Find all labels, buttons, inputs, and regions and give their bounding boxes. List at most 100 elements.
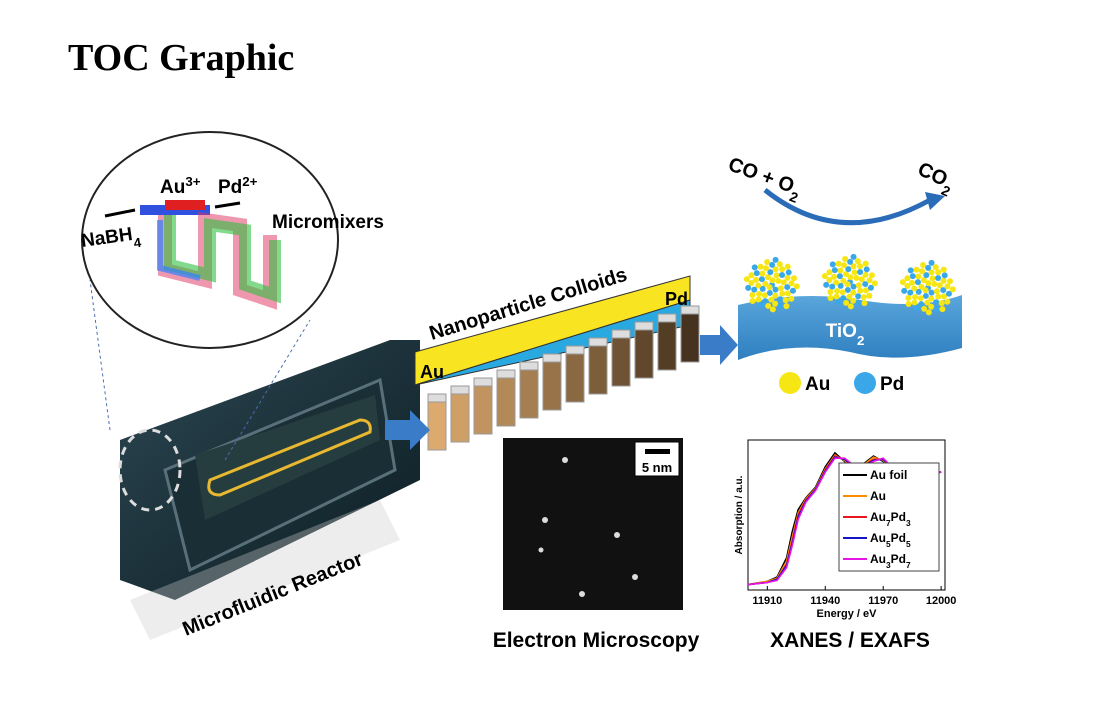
atom (920, 277, 927, 284)
atom (866, 277, 873, 284)
atom (928, 303, 935, 310)
atom (831, 267, 838, 274)
atom (749, 297, 756, 304)
atom (923, 272, 930, 279)
atom (769, 306, 776, 313)
support-label: TiO2 (826, 321, 865, 348)
atom (857, 287, 864, 294)
atom (928, 289, 935, 296)
atom (850, 297, 857, 304)
vial-cap (427, 393, 447, 403)
vial (565, 351, 585, 403)
atom (772, 292, 779, 299)
atom (871, 280, 878, 287)
atom (851, 269, 858, 276)
legend-label: Au (805, 374, 830, 395)
atom (862, 271, 869, 278)
text-part: 5 (886, 539, 891, 549)
atom (844, 286, 851, 293)
atom (935, 293, 942, 300)
atom (764, 274, 771, 281)
vial-cap (450, 385, 470, 395)
legend-label: Au3Pd7 (870, 552, 911, 570)
vial-cap (565, 345, 585, 355)
reactor (89, 279, 420, 640)
atom (855, 282, 862, 289)
text-part: 7 (906, 560, 911, 570)
atom (842, 271, 849, 278)
text-part: Au (160, 177, 185, 198)
atom (827, 289, 834, 296)
atom (784, 290, 791, 297)
vial (588, 343, 608, 395)
atom (766, 289, 773, 296)
atom (758, 276, 765, 283)
atom (833, 279, 840, 286)
text-part: 3 (886, 560, 891, 570)
atom (762, 280, 769, 287)
text-part: 2+ (242, 174, 257, 189)
legend: Au Pd (779, 372, 904, 395)
text-part: 2 (857, 333, 864, 348)
atom (759, 285, 766, 292)
vial (473, 383, 493, 435)
atom (850, 283, 857, 290)
atom (922, 287, 929, 294)
reaction-arrow (763, 188, 932, 226)
atom (840, 277, 847, 284)
atom (831, 273, 838, 280)
atom (905, 300, 912, 307)
atom (783, 303, 790, 310)
vial (427, 399, 447, 451)
atom (837, 282, 844, 289)
legend-label: Au7Pd3 (870, 510, 911, 528)
reactants: CO + O2 (723, 154, 804, 206)
vial-cap (519, 361, 539, 371)
atom (835, 260, 842, 267)
atom (940, 287, 947, 294)
atom (918, 301, 925, 308)
vial-cap (473, 377, 493, 387)
vial (519, 367, 539, 419)
atom (860, 294, 867, 301)
vial-cap (542, 353, 562, 363)
text-part: Pd (891, 510, 906, 524)
atom (850, 253, 857, 260)
vial (542, 359, 562, 411)
atom (764, 259, 771, 266)
atom (924, 299, 931, 306)
vial (496, 375, 516, 427)
atom (766, 284, 773, 291)
atom (789, 287, 796, 294)
arrow (385, 410, 430, 450)
atom (749, 292, 756, 299)
atom (829, 261, 836, 268)
atom (933, 288, 940, 295)
atom (933, 305, 940, 312)
atom (756, 290, 763, 297)
atom (782, 297, 789, 304)
atom (913, 305, 920, 312)
scale-label: 5 nm (642, 460, 672, 475)
atom (772, 300, 779, 307)
atom (844, 281, 851, 288)
atom (847, 274, 854, 281)
atom (911, 299, 918, 306)
atom (751, 286, 758, 293)
atom (931, 280, 938, 287)
x-tick-label: 11910 (752, 595, 782, 607)
atom (835, 299, 842, 306)
atom (788, 280, 795, 287)
au-ion: Au3+ (160, 174, 201, 199)
x-tick-label: 11940 (810, 595, 840, 607)
atom (949, 286, 956, 293)
atom (765, 302, 772, 309)
atom (899, 279, 906, 286)
atom (919, 268, 926, 275)
text-part: CO + O (725, 154, 797, 198)
scale-bar (645, 449, 670, 454)
text-part: Pd (891, 531, 906, 545)
micromixers-label: Micromixers (272, 212, 384, 233)
vial (657, 319, 677, 371)
atom (936, 282, 943, 289)
